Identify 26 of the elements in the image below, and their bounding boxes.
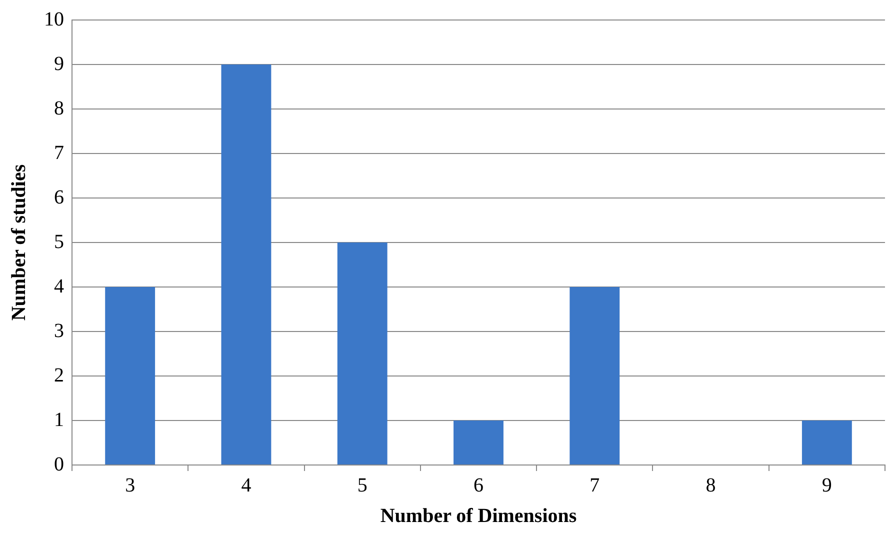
y-tick-label: 1 <box>54 408 64 431</box>
y-tick-label: 0 <box>54 453 64 476</box>
bar <box>802 420 852 464</box>
x-tick-label: 7 <box>590 474 600 496</box>
y-tick-label: 7 <box>54 142 64 164</box>
y-tick-label: 6 <box>54 186 64 208</box>
y-tick-label: 2 <box>54 364 64 386</box>
x-tick-label: 9 <box>822 474 832 496</box>
y-tick-label: 4 <box>54 275 64 298</box>
bar <box>337 242 388 464</box>
x-axis-title: Number of Dimensions <box>380 505 577 528</box>
x-tick-label: 5 <box>357 474 368 496</box>
bar <box>454 420 504 464</box>
y-tick-label: 3 <box>54 320 64 342</box>
bar <box>105 287 156 464</box>
y-tick-label: 5 <box>54 230 64 253</box>
bar <box>570 287 620 464</box>
x-tick-label: 8 <box>706 474 716 496</box>
y-tick-label: 9 <box>54 52 64 75</box>
x-tick-label: 3 <box>125 474 136 496</box>
x-tick-label: 4 <box>241 474 252 496</box>
y-tick-label: 8 <box>54 97 64 120</box>
y-tick-label: 10 <box>44 8 64 30</box>
bar <box>221 64 272 464</box>
x-tick-label: 6 <box>474 474 484 496</box>
y-axis-title: Number of studies <box>8 164 30 321</box>
